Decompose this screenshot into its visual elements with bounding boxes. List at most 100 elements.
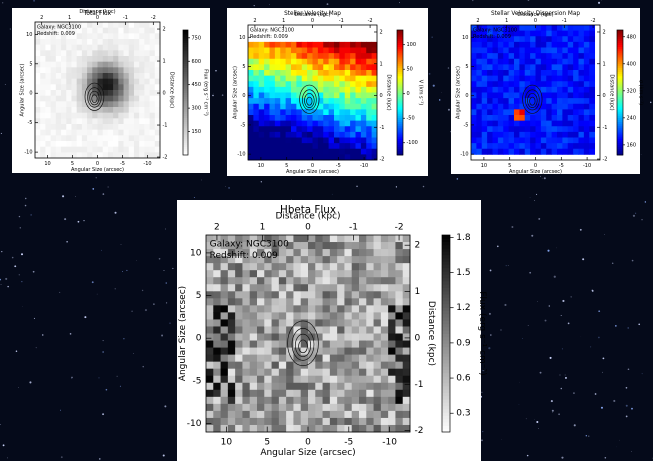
map-pixel	[113, 28, 119, 34]
map-pixel	[356, 154, 362, 160]
map-pixel	[221, 418, 229, 425]
map-pixel	[381, 242, 389, 249]
map-pixel	[77, 141, 83, 147]
star	[92, 188, 94, 190]
map-pixel	[275, 87, 281, 93]
map-pixel	[291, 149, 297, 155]
map-pixel	[503, 59, 509, 65]
star	[19, 216, 20, 217]
map-pixel	[366, 70, 372, 76]
map-pixel	[307, 138, 313, 144]
map-pixel	[323, 143, 329, 149]
map-pixel	[345, 109, 351, 115]
map-pixel	[113, 45, 119, 51]
map-pixel	[129, 118, 135, 124]
map-pixel	[366, 87, 372, 93]
map-pixel	[87, 62, 93, 68]
star	[500, 329, 501, 330]
map-pixel	[66, 56, 72, 62]
map-pixel	[51, 79, 57, 85]
map-pixel	[139, 62, 145, 68]
star	[33, 271, 35, 273]
map-pixel	[248, 115, 254, 121]
chart-panel: Stellar Velocity Dispersion Map1050-5-10…	[451, 8, 644, 175]
map-pixel	[155, 107, 161, 113]
map-pixel	[498, 53, 504, 59]
star	[603, 358, 605, 360]
star	[19, 274, 20, 275]
map-pixel	[546, 53, 552, 59]
star	[501, 439, 502, 440]
map-pixel	[61, 62, 67, 68]
x2-tick-label: 0	[311, 18, 314, 24]
map-pixel	[568, 93, 574, 99]
map-pixel	[113, 50, 119, 56]
x2-tick-label: -1	[349, 222, 358, 232]
map-pixel	[124, 113, 130, 119]
map-pixel	[344, 291, 352, 298]
map-pixel	[108, 118, 114, 124]
map-pixel	[77, 84, 83, 90]
map-pixel	[329, 53, 335, 59]
map-pixel	[318, 59, 324, 65]
map-pixel	[242, 390, 250, 397]
map-pixel	[372, 87, 378, 93]
map-pixel	[330, 319, 338, 326]
map-pixel	[213, 312, 221, 319]
map-pixel	[476, 104, 482, 110]
map-pixel	[315, 298, 323, 305]
map-pixel	[372, 143, 378, 149]
y2-tick-label: -2	[415, 426, 424, 436]
star	[121, 244, 122, 245]
colorbar-tick-label: 480	[627, 34, 637, 40]
map-pixel	[352, 411, 360, 418]
map-pixel	[129, 56, 135, 62]
star	[612, 262, 614, 264]
map-pixel	[525, 53, 531, 59]
x-axis-label: Angular Size (arcsec)	[286, 169, 339, 175]
map-pixel	[514, 143, 520, 149]
map-pixel	[329, 70, 335, 76]
map-pixel	[530, 132, 536, 138]
map-pixel	[134, 50, 140, 56]
map-pixel	[242, 334, 250, 341]
map-pixel	[98, 141, 104, 147]
colorbar-tick-label: 1.2	[456, 303, 470, 313]
map-pixel	[82, 39, 88, 45]
map-pixel	[228, 291, 236, 298]
x2-axis-label: Distance (kpc)	[79, 9, 115, 15]
map-pixel	[562, 115, 568, 121]
star	[590, 347, 591, 348]
map-pixel	[139, 84, 145, 90]
map-pixel	[573, 64, 579, 70]
map-pixel	[334, 149, 340, 155]
map-pixel	[71, 56, 77, 62]
map-pixel	[498, 76, 504, 82]
map-pixel	[253, 64, 259, 70]
map-pixel	[235, 277, 243, 284]
map-pixel	[395, 390, 403, 397]
map-pixel	[329, 87, 335, 93]
y2-tick-label: 1	[163, 59, 166, 65]
map-pixel	[134, 130, 140, 136]
map-pixel	[356, 126, 362, 132]
map-pixel	[40, 73, 46, 79]
map-pixel	[471, 132, 477, 138]
map-pixel	[206, 404, 214, 411]
map-pixel	[296, 149, 302, 155]
map-pixel	[40, 67, 46, 73]
map-pixel	[403, 298, 411, 305]
map-pixel	[291, 138, 297, 144]
map-pixel	[546, 31, 552, 37]
map-pixel	[359, 312, 367, 319]
colorbar-gradient	[442, 360, 450, 364]
map-pixel	[361, 138, 367, 144]
map-pixel	[129, 84, 135, 90]
colorbar-gradient	[442, 242, 450, 246]
colorbar-gradient	[442, 265, 450, 269]
map-pixel	[323, 383, 331, 390]
map-pixel	[150, 56, 156, 62]
map-pixel	[87, 130, 93, 136]
map-pixel	[366, 326, 374, 333]
map-pixel	[344, 334, 352, 341]
